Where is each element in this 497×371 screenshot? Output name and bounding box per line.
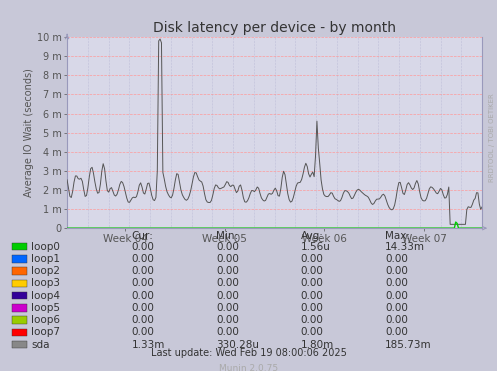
Text: 0.00: 0.00 (216, 315, 239, 325)
Text: 0.00: 0.00 (216, 254, 239, 264)
Text: 1.80m: 1.80m (301, 340, 334, 349)
Text: 0.00: 0.00 (132, 328, 155, 337)
Text: Cur:: Cur: (132, 231, 154, 240)
Text: 0.00: 0.00 (216, 266, 239, 276)
Text: loop5: loop5 (31, 303, 60, 313)
Text: loop1: loop1 (31, 254, 60, 264)
Text: 0.00: 0.00 (216, 279, 239, 288)
Text: 0.00: 0.00 (385, 254, 408, 264)
Text: 0.00: 0.00 (385, 266, 408, 276)
Text: 0.00: 0.00 (301, 328, 324, 337)
Text: 14.33m: 14.33m (385, 242, 425, 252)
Text: loop3: loop3 (31, 279, 60, 288)
Text: 330.28u: 330.28u (216, 340, 259, 349)
Text: 0.00: 0.00 (385, 291, 408, 301)
Text: 0.00: 0.00 (301, 254, 324, 264)
Y-axis label: Average IO Wait (seconds): Average IO Wait (seconds) (24, 68, 34, 197)
Text: 0.00: 0.00 (216, 291, 239, 301)
Text: 0.00: 0.00 (301, 303, 324, 313)
Text: 185.73m: 185.73m (385, 340, 432, 349)
Text: 0.00: 0.00 (132, 291, 155, 301)
Text: Munin 2.0.75: Munin 2.0.75 (219, 364, 278, 371)
Text: 0.00: 0.00 (385, 328, 408, 337)
Text: Min:: Min: (216, 231, 239, 240)
Text: 0.00: 0.00 (132, 266, 155, 276)
Text: 0.00: 0.00 (301, 291, 324, 301)
Text: 0.00: 0.00 (301, 266, 324, 276)
Text: loop0: loop0 (31, 242, 60, 252)
Text: 0.00: 0.00 (301, 315, 324, 325)
Text: 0.00: 0.00 (132, 279, 155, 288)
Text: Max:: Max: (385, 231, 410, 240)
Text: 0.00: 0.00 (385, 279, 408, 288)
Text: 0.00: 0.00 (132, 254, 155, 264)
Text: loop4: loop4 (31, 291, 60, 301)
Text: 0.00: 0.00 (132, 303, 155, 313)
Title: Disk latency per device - by month: Disk latency per device - by month (153, 20, 396, 35)
Text: 0.00: 0.00 (216, 242, 239, 252)
Text: Avg:: Avg: (301, 231, 324, 240)
Text: 1.56u: 1.56u (301, 242, 331, 252)
Text: 0.00: 0.00 (385, 303, 408, 313)
Text: loop2: loop2 (31, 266, 60, 276)
Text: 0.00: 0.00 (216, 328, 239, 337)
Text: 0.00: 0.00 (216, 303, 239, 313)
Text: Last update: Wed Feb 19 08:00:06 2025: Last update: Wed Feb 19 08:00:06 2025 (151, 348, 346, 358)
Text: loop6: loop6 (31, 315, 60, 325)
Text: RRDTOOL / TOBI OETIKER: RRDTOOL / TOBI OETIKER (489, 93, 495, 182)
Text: 0.00: 0.00 (385, 315, 408, 325)
Text: 1.33m: 1.33m (132, 340, 165, 349)
Text: 0.00: 0.00 (132, 315, 155, 325)
Text: sda: sda (31, 340, 50, 349)
Text: 0.00: 0.00 (301, 279, 324, 288)
Text: loop7: loop7 (31, 328, 60, 337)
Text: 0.00: 0.00 (132, 242, 155, 252)
